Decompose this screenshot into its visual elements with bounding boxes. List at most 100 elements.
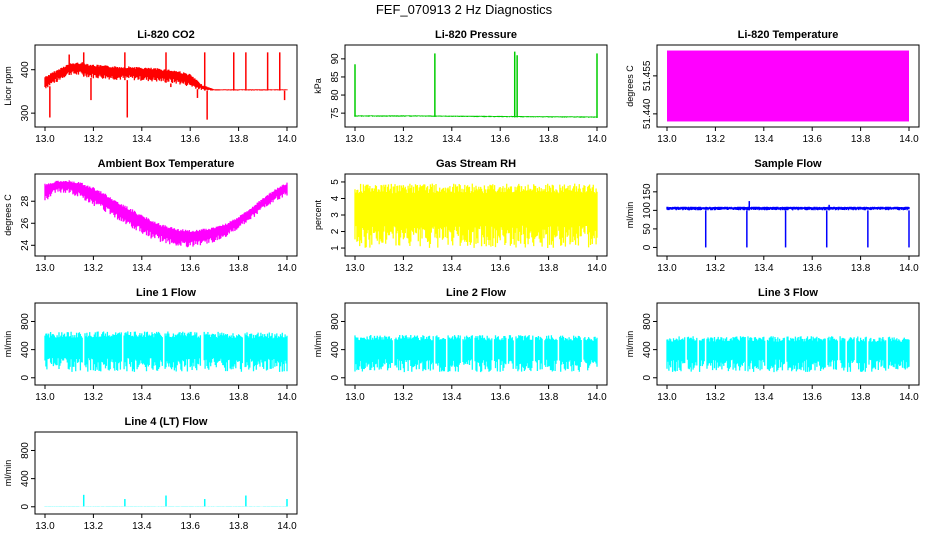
y-tick-label: 51.440 (642, 98, 653, 129)
y-tick-label: 800 (20, 442, 31, 459)
y-tick-label: 0 (330, 375, 341, 381)
x-tick-label: 14.0 (587, 134, 607, 145)
y-tick-label: 400 (20, 61, 31, 78)
y-tick-label: 400 (20, 341, 31, 358)
x-tick-label: 13.8 (229, 521, 249, 532)
panel-title: Li-820 CO2 (137, 29, 194, 41)
x-tick-label: 13.4 (754, 134, 774, 145)
y-axis-label: ml/min (3, 460, 13, 487)
panel-title: Sample Flow (754, 158, 822, 170)
y-tick-label: 85 (330, 71, 341, 83)
x-tick-label: 13.8 (229, 392, 249, 403)
y-axis-label: kPa (313, 78, 323, 94)
x-tick-label: 13.0 (345, 263, 365, 274)
y-tick-label: 28 (20, 195, 31, 207)
panel-line-2-flow: Line 2 Flow 13.0 13.2 13.4 13.6 13.8 14.0 0 400 8… (313, 287, 608, 403)
x-tick-label: 13.2 (84, 263, 104, 274)
panel-title: Line 4 (LT) Flow (125, 416, 208, 428)
x-tick-label: 13.0 (35, 263, 55, 274)
x-tick-label: 13.8 (539, 263, 559, 274)
series-trace (44, 180, 288, 248)
y-axis-label: Licor ppm (3, 66, 13, 106)
series-trace (354, 335, 598, 373)
y-tick-label: 80 (330, 89, 341, 101)
x-tick-label: 13.4 (442, 134, 462, 145)
x-tick-label: 13.2 (84, 134, 104, 145)
series-trace (354, 183, 598, 248)
x-tick-label: 13.0 (35, 521, 55, 532)
x-tick-label: 13.6 (490, 392, 510, 403)
y-tick-label: 24 (20, 239, 31, 251)
y-tick-label: 50 (642, 223, 653, 235)
y-tick-label: 3 (330, 212, 341, 218)
plot-frame (656, 302, 920, 386)
x-tick-label: 13.8 (851, 392, 871, 403)
panel-ambient-box-temperature: Ambient Box Temperature 13.0 13.2 13.4 13.6 1… (3, 158, 298, 274)
x-tick-label: 13.0 (657, 134, 677, 145)
x-tick-label: 14.0 (899, 392, 919, 403)
panel-line-4-lt-flow: Line 4 (LT) Flow 13.0 13.2 13.4 13.6 13.8 14.0… (3, 416, 298, 532)
x-tick-label: 13.2 (84, 521, 104, 532)
panel-title: Line 3 Flow (758, 287, 818, 299)
y-tick-label: 0 (20, 504, 31, 510)
x-tick-label: 13.6 (180, 392, 200, 403)
y-tick-label: 51.455 (642, 60, 653, 91)
x-tick-label: 13.6 (490, 263, 510, 274)
plot-frame (34, 173, 298, 257)
y-tick-label: 800 (642, 313, 653, 330)
x-tick-label: 13.2 (394, 392, 414, 403)
x-tick-label: 13.0 (35, 392, 55, 403)
panel-title: Li-820 Temperature (738, 29, 839, 41)
x-tick-label: 14.0 (277, 134, 297, 145)
y-tick-label: 5 (330, 179, 341, 185)
panel-line-3-flow: Line 3 Flow 13.0 13.2 13.4 13.6 13.8 14.0 0 400 8… (625, 287, 920, 403)
figure-title: FEF_070913 2 Hz Diagnostics (376, 2, 553, 17)
x-tick-label: 13.0 (345, 134, 365, 145)
plot-frame (34, 302, 298, 386)
y-axis-label: percent (313, 199, 323, 230)
x-tick-label: 13.6 (802, 392, 822, 403)
series-trace (44, 331, 288, 372)
x-tick-label: 13.6 (180, 263, 200, 274)
y-axis-label: degrees C (625, 65, 635, 107)
x-tick-label: 14.0 (899, 263, 919, 274)
panel-title: Line 2 Flow (446, 287, 506, 299)
y-tick-label: 75 (330, 107, 341, 119)
x-tick-label: 13.6 (490, 134, 510, 145)
x-tick-label: 13.2 (84, 392, 104, 403)
x-tick-label: 13.6 (802, 134, 822, 145)
series-trace (666, 336, 910, 373)
x-tick-label: 14.0 (587, 263, 607, 274)
panel-line-1-flow: Line 1 Flow 13.0 13.2 13.4 13.6 13.8 14.0 0 400 8… (3, 287, 298, 403)
x-tick-label: 13.4 (132, 521, 152, 532)
y-tick-label: 0 (642, 244, 653, 250)
x-tick-label: 14.0 (277, 263, 297, 274)
x-tick-label: 13.4 (442, 263, 462, 274)
x-tick-label: 14.0 (587, 392, 607, 403)
x-tick-label: 13.2 (706, 392, 726, 403)
panel-title: Ambient Box Temperature (98, 158, 235, 170)
x-tick-label: 13.8 (851, 134, 871, 145)
y-tick-label: 400 (20, 470, 31, 487)
panel-li-820-co2: Li-820 CO2 13.0 13.2 13.4 13.6 13.8 14.0 300 400… (3, 29, 298, 145)
x-tick-label: 13.8 (229, 263, 249, 274)
panel-title: Gas Stream RH (436, 158, 516, 170)
x-tick-label: 13.2 (706, 263, 726, 274)
y-tick-label: 150 (642, 183, 653, 200)
plot-frame (656, 173, 920, 257)
x-tick-label: 13.0 (657, 392, 677, 403)
panel-title: Li-820 Pressure (435, 29, 517, 41)
x-tick-label: 13.4 (754, 263, 774, 274)
panel-title: Line 1 Flow (136, 287, 196, 299)
x-tick-label: 14.0 (899, 134, 919, 145)
x-tick-label: 13.2 (706, 134, 726, 145)
plot-frame (656, 44, 920, 128)
y-tick-label: 300 (20, 104, 31, 121)
panel-sample-flow: Sample Flow 13.0 13.2 13.4 13.6 13.8 14.0 0 50 10… (625, 158, 920, 274)
y-tick-label: 800 (20, 313, 31, 330)
x-tick-label: 13.0 (345, 392, 365, 403)
y-tick-label: 26 (20, 217, 31, 229)
x-tick-label: 13.4 (132, 392, 152, 403)
